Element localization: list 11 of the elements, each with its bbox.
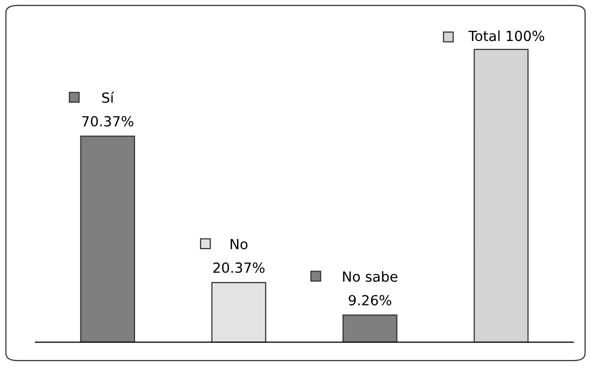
bar [474, 48, 529, 342]
category-label: Total 100% [468, 30, 544, 42]
x-tick-label: Sí [102, 92, 114, 103]
data-label: 20.37% [213, 262, 264, 273]
bar [211, 282, 266, 342]
data-label: 70.37% [82, 116, 134, 127]
bar [80, 136, 136, 342]
data-label: 9.26% [348, 294, 392, 306]
bar [342, 314, 398, 342]
x-tick-label: No [230, 238, 248, 250]
x-tick-label: No sabe [343, 271, 398, 282]
